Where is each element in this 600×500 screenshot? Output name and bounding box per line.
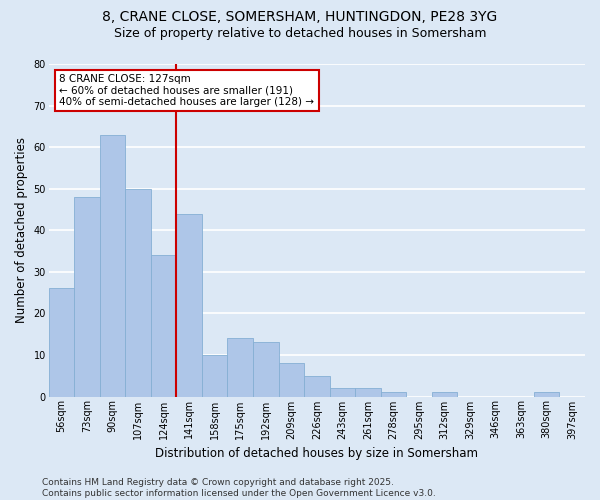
Bar [49,288,74,397]
Bar [304,376,329,396]
Bar [74,197,100,396]
Bar [125,188,151,396]
Bar [355,388,380,396]
Bar [227,338,253,396]
Text: 8 CRANE CLOSE: 127sqm
← 60% of detached houses are smaller (191)
40% of semi-det: 8 CRANE CLOSE: 127sqm ← 60% of detached … [59,74,314,107]
Bar [100,134,125,396]
Y-axis label: Number of detached properties: Number of detached properties [15,138,28,324]
X-axis label: Distribution of detached houses by size in Somersham: Distribution of detached houses by size … [155,447,478,460]
Bar [432,392,457,396]
Text: Size of property relative to detached houses in Somersham: Size of property relative to detached ho… [114,28,486,40]
Text: Contains HM Land Registry data © Crown copyright and database right 2025.
Contai: Contains HM Land Registry data © Crown c… [42,478,436,498]
Bar [278,364,304,396]
Bar [176,214,202,396]
Bar [329,388,355,396]
Text: 8, CRANE CLOSE, SOMERSHAM, HUNTINGDON, PE28 3YG: 8, CRANE CLOSE, SOMERSHAM, HUNTINGDON, P… [103,10,497,24]
Bar [202,355,227,397]
Bar [534,392,559,396]
Bar [253,342,278,396]
Bar [380,392,406,396]
Bar [151,255,176,396]
